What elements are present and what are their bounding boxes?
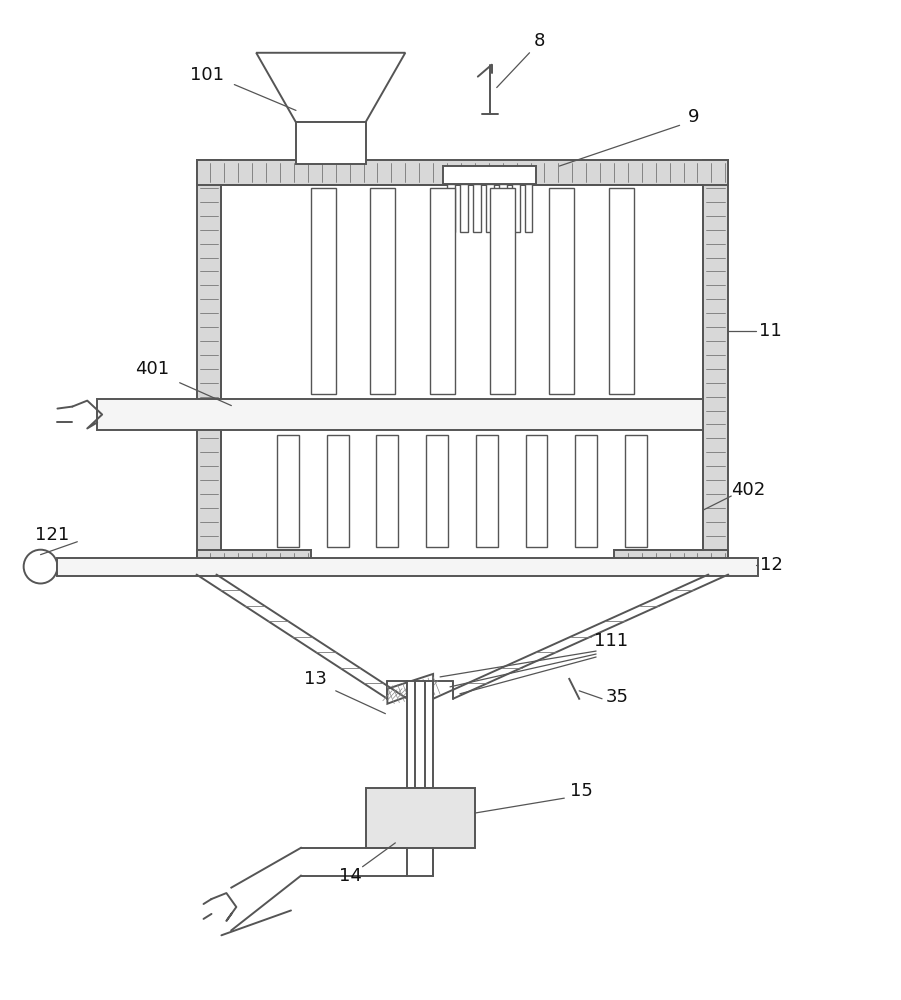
- Bar: [196, 550, 311, 575]
- Bar: [512, 184, 520, 232]
- Bar: [704, 160, 728, 575]
- Text: 401: 401: [135, 360, 168, 378]
- Bar: [498, 184, 506, 232]
- Bar: [524, 184, 532, 232]
- Text: 13: 13: [305, 670, 327, 688]
- Bar: [278, 435, 299, 547]
- Text: 8: 8: [533, 32, 545, 50]
- Bar: [476, 435, 497, 547]
- Circle shape: [23, 550, 58, 583]
- Bar: [296, 122, 366, 164]
- Polygon shape: [256, 53, 405, 122]
- Text: 15: 15: [569, 782, 593, 800]
- Bar: [366, 788, 475, 848]
- Text: 121: 121: [35, 526, 69, 544]
- Bar: [58, 558, 758, 576]
- Text: 35: 35: [605, 688, 629, 706]
- Bar: [97, 399, 704, 430]
- Bar: [473, 184, 481, 232]
- Bar: [447, 184, 455, 232]
- Bar: [430, 188, 455, 394]
- Bar: [443, 166, 536, 184]
- Bar: [196, 160, 728, 185]
- Text: 12: 12: [760, 556, 782, 574]
- Bar: [486, 184, 494, 232]
- Bar: [327, 435, 349, 547]
- Text: 11: 11: [759, 322, 781, 340]
- Text: 14: 14: [339, 867, 362, 885]
- Bar: [460, 184, 468, 232]
- Text: 402: 402: [731, 481, 765, 499]
- Bar: [625, 435, 647, 547]
- Polygon shape: [387, 674, 433, 704]
- Bar: [196, 160, 222, 575]
- Bar: [370, 188, 396, 394]
- Text: 111: 111: [594, 632, 628, 650]
- Bar: [311, 188, 336, 394]
- Bar: [407, 681, 433, 788]
- Bar: [550, 188, 574, 394]
- Text: 101: 101: [189, 66, 223, 84]
- Bar: [609, 188, 634, 394]
- Bar: [490, 188, 514, 394]
- Text: 9: 9: [687, 108, 699, 126]
- Bar: [614, 550, 728, 575]
- Bar: [426, 435, 448, 547]
- Bar: [525, 435, 548, 547]
- Bar: [377, 435, 398, 547]
- Bar: [575, 435, 597, 547]
